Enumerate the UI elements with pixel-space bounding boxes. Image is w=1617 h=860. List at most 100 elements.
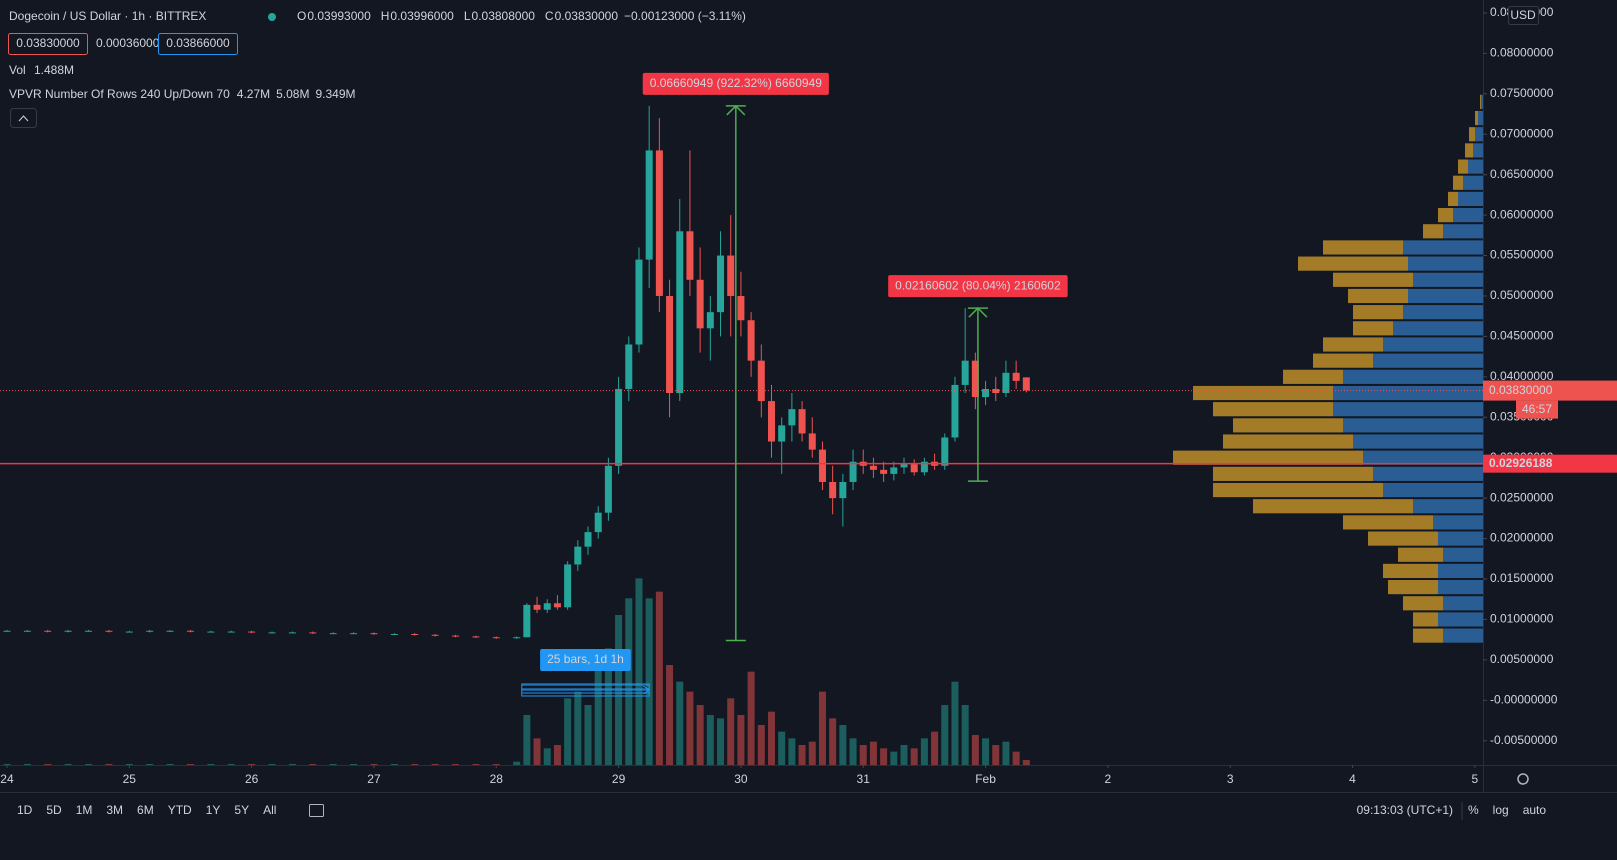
scale-button[interactable]: auto: [1523, 803, 1547, 817]
candle-body: [645, 150, 653, 260]
overlays: -0.00500000 -0.00000000 0.00500000 0.010000…: [0, 5, 1617, 820]
volume-bar: [696, 705, 704, 765]
volume-bar: [584, 705, 592, 765]
currency-label: USD: [1510, 8, 1536, 22]
candle-body: [543, 603, 551, 610]
last-price-label: 0.03830000: [1489, 383, 1553, 397]
vp-down-bar: [1368, 531, 1438, 546]
vp-down-bar: [1475, 110, 1478, 126]
candle-body: [666, 295, 674, 394]
settings-icon[interactable]: [1517, 773, 1529, 785]
vp-up-bar: [1473, 143, 1483, 158]
volume-bar: [880, 748, 888, 765]
measure-label-bg: [642, 72, 829, 95]
vp-up-bar: [1443, 224, 1483, 239]
volume-bar: [910, 748, 918, 765]
vp-up-bar: [1383, 482, 1483, 498]
x-tick-label: 3: [1227, 772, 1234, 786]
vp-down-bar: [1383, 563, 1438, 579]
candle-body: [788, 409, 796, 426]
timeframe-button[interactable]: 1M: [76, 803, 93, 817]
price-change: −0.00123000 (−3.11%): [624, 9, 746, 23]
x-tick-label: 25: [123, 772, 137, 786]
volume-bar: [604, 648, 612, 765]
vp-up-bar: [1373, 353, 1483, 368]
candle-body: [655, 150, 663, 296]
candle-body: [696, 279, 704, 329]
volume-bar: [390, 764, 398, 765]
vp-up-bar: [1443, 596, 1483, 611]
candle-body: [370, 633, 378, 635]
range-label: 25 bars, 1d 1h: [547, 652, 624, 666]
candle-body: [869, 465, 877, 470]
vp-down-bar: [1458, 159, 1468, 174]
timeframe-button[interactable]: 1D: [17, 803, 33, 817]
timeframe-button[interactable]: 1Y: [206, 803, 221, 817]
collapse-button[interactable]: [10, 108, 37, 128]
candle-body: [3, 630, 11, 632]
candle-body: [207, 631, 215, 633]
vp-up-bar: [1353, 434, 1483, 449]
scale-button[interactable]: %: [1468, 803, 1479, 817]
candle-body: [778, 425, 786, 442]
y-tick-label: 0.04500000: [1490, 329, 1554, 343]
vp-down-bar: [1298, 256, 1408, 271]
vp-up-bar: [1408, 288, 1483, 304]
vp-down-bar: [1413, 628, 1443, 643]
candle-body: [594, 512, 602, 533]
candle-body: [574, 546, 582, 565]
volume-bar: [288, 764, 296, 765]
volume-bar: [717, 718, 725, 765]
volume-bar: [635, 578, 643, 765]
vp-up-bar: [1453, 208, 1483, 223]
vp-down-bar: [1448, 191, 1458, 207]
vp-up-bar: [1373, 466, 1483, 481]
timeframe-button[interactable]: 6M: [137, 803, 154, 817]
x-tick-label: 31: [857, 772, 871, 786]
candle-body: [880, 469, 888, 474]
volume-bar: [23, 764, 31, 765]
timeframe-button[interactable]: YTD: [168, 803, 192, 817]
volume-bar: [370, 764, 378, 765]
scale-button[interactable]: log: [1493, 803, 1509, 817]
ohlc-value: 0.03830000: [555, 9, 619, 23]
vp-down-bar: [1423, 224, 1443, 239]
candle-body: [676, 231, 684, 394]
volume-bar: [666, 665, 674, 765]
timeframe-button[interactable]: 5D: [46, 803, 62, 817]
volume-bar: [431, 764, 439, 765]
y-tick-label: 0.01000000: [1490, 612, 1554, 626]
candle-body: [268, 632, 276, 634]
volume-bar: [553, 745, 561, 765]
date-range-icon[interactable]: [309, 804, 324, 817]
candle-body: [309, 632, 317, 634]
ohlc-value: 0.03808000: [472, 9, 536, 23]
ask-price: 0.03866000: [166, 36, 230, 50]
vp-down-bar: [1353, 321, 1393, 336]
candle-body: [615, 388, 623, 466]
status-dot: [268, 13, 276, 21]
x-tick-label: 4: [1349, 772, 1356, 786]
volume-bar: [411, 764, 419, 765]
candle-body: [513, 637, 521, 639]
timeframe-button[interactable]: 5Y: [234, 803, 249, 817]
vp-up-bar: [1443, 547, 1483, 562]
symbol-title: Dogecoin / US Dollar · 1h · BITTREX: [9, 9, 206, 23]
volume-bar: [920, 738, 928, 765]
vp-down-bar: [1213, 466, 1373, 481]
volume-bar: [706, 715, 714, 765]
candle-body: [166, 630, 174, 632]
timeframe-button[interactable]: 3M: [106, 803, 123, 817]
measure-label: 0.02160602 (80.04%) 2160602: [895, 278, 1061, 292]
volume-bar: [849, 738, 857, 765]
candle-body: [1022, 377, 1030, 391]
y-tick-label: -0.00500000: [1490, 733, 1558, 747]
candle-body: [492, 637, 500, 639]
candle-body: [920, 461, 928, 473]
hline-label-bg: [1483, 454, 1617, 473]
volume-profile: [1173, 94, 1483, 643]
volume-bar: [655, 591, 663, 765]
volume-bar: [982, 738, 990, 765]
countdown: 46:57: [1522, 402, 1552, 416]
timeframe-button[interactable]: All: [263, 803, 276, 817]
